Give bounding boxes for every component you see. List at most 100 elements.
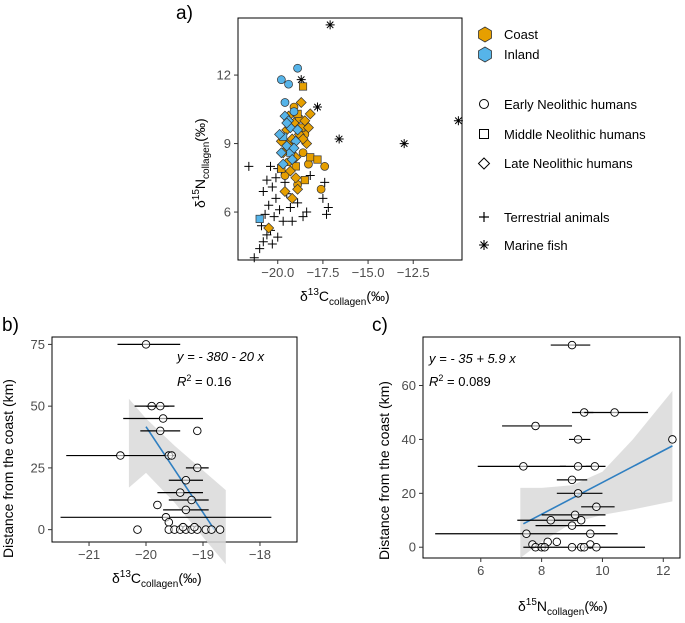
terrestrial-animals-point bbox=[287, 216, 297, 226]
legend-late-swatch bbox=[477, 157, 491, 170]
c-data-point bbox=[519, 462, 528, 471]
terrestrial-animals-point bbox=[262, 230, 272, 240]
coast-late-neolithic-humans-point bbox=[304, 108, 316, 120]
b-data-point bbox=[167, 451, 176, 460]
legend-early-neolithic: Early Neolithic humans bbox=[504, 97, 637, 112]
b-data-point bbox=[190, 522, 199, 532]
b-data-point bbox=[181, 505, 191, 515]
b-data-point bbox=[141, 340, 151, 349]
y-tick-label: 6 bbox=[224, 205, 231, 220]
panel-c-x-title: δ15Ncollagen(‰) bbox=[518, 597, 608, 618]
panel-c-y-title: Distance from the coast (km) bbox=[376, 381, 392, 560]
b-data-point bbox=[175, 488, 185, 497]
legend-middle-neolithic: Middle Neolithic humans bbox=[504, 127, 646, 142]
coast-late-neolithic-humans-point bbox=[279, 186, 291, 198]
terrestrial-animals-point bbox=[285, 202, 295, 212]
c-data-point bbox=[610, 408, 619, 417]
b-data-point bbox=[116, 451, 125, 460]
terrestrial-animals-point bbox=[273, 232, 283, 242]
panel-b-y-title: Distance from the coast (km) bbox=[0, 379, 16, 558]
terrestrial-animals-point bbox=[275, 205, 285, 215]
y-tick-label: 40 bbox=[402, 432, 416, 447]
legend-inland: Inland bbox=[504, 47, 539, 62]
coast-early-neolithic-humans-point bbox=[320, 162, 330, 171]
terrestrial-animals-point bbox=[271, 193, 281, 203]
x-tick-label: −19 bbox=[192, 547, 214, 562]
panel-a-label: a) bbox=[176, 3, 193, 24]
y-tick-label: 50 bbox=[31, 399, 45, 414]
marine-fish-point bbox=[312, 102, 322, 112]
c-data-point bbox=[579, 542, 589, 552]
marine-fish-point bbox=[399, 139, 409, 149]
inland-late-neolithic-humans-point bbox=[288, 142, 300, 154]
b-data-point bbox=[133, 525, 142, 534]
terrestrial-animals-point bbox=[305, 171, 315, 181]
panel-a-x-title: δ13Ccollagen(‰) bbox=[300, 287, 390, 308]
inland-late-neolithic-humans-point bbox=[286, 154, 298, 166]
inland-middle-neolithic-humans-point bbox=[255, 214, 264, 223]
inland-late-neolithic-humans-point bbox=[292, 124, 304, 136]
x-tick-label: 10 bbox=[595, 563, 609, 578]
panel-c-r2: R2 = 0.089 bbox=[429, 373, 491, 389]
c-data-point bbox=[567, 521, 577, 530]
y-tick-label: 20 bbox=[402, 486, 416, 501]
b-data-point bbox=[193, 463, 202, 473]
c-data-point bbox=[531, 421, 540, 431]
y-tick-label: 0 bbox=[38, 522, 45, 537]
c-data-point bbox=[570, 510, 580, 520]
inland-early-neolithic-humans-point bbox=[289, 107, 299, 116]
inland-late-neolithic-humans-point bbox=[275, 147, 287, 159]
y-tick-label: 75 bbox=[31, 337, 45, 352]
panel-a-legend: Coast Inland Early Neolithic humans Midd… bbox=[477, 26, 646, 253]
c-data-point bbox=[592, 542, 601, 552]
c-data-point bbox=[590, 462, 600, 471]
terrestrial-animals-point bbox=[249, 253, 259, 263]
inland-early-neolithic-humans-point bbox=[284, 79, 293, 89]
terrestrial-animals-point bbox=[318, 193, 328, 203]
b-trend-line bbox=[145, 426, 216, 531]
b-data-point bbox=[187, 495, 196, 505]
panel-b-ticks: −21 −20 −19 −18 0 25 50 75 bbox=[31, 337, 271, 562]
x-tick-label: −20 bbox=[135, 547, 157, 562]
legend-middle-swatch bbox=[479, 129, 489, 139]
b-data-point bbox=[153, 500, 162, 510]
terrestrial-animals-point bbox=[320, 177, 330, 187]
y-tick-label: 9 bbox=[224, 136, 231, 151]
c-data-point bbox=[573, 489, 583, 498]
legend-coast-swatch bbox=[478, 26, 492, 43]
coast-early-neolithic-humans-point bbox=[316, 184, 326, 194]
coast-middle-neolithic-humans-point bbox=[298, 82, 308, 91]
inland-late-neolithic-humans-point bbox=[281, 117, 293, 129]
legend-terrestrial-swatch bbox=[479, 212, 489, 222]
terrestrial-animals-point bbox=[323, 202, 333, 212]
c-data-point bbox=[668, 435, 677, 444]
terrestrial-animals-point bbox=[244, 161, 254, 171]
x-tick-label: −15.0 bbox=[352, 265, 385, 280]
legend-inland-swatch bbox=[478, 46, 492, 63]
c-trend-line bbox=[522, 445, 673, 525]
inland-early-neolithic-humans-point bbox=[277, 75, 286, 84]
terrestrial-animals-point bbox=[260, 209, 270, 219]
b-data-point bbox=[181, 476, 191, 485]
c-ci-band bbox=[520, 390, 673, 558]
c-data-point bbox=[573, 435, 583, 444]
terrestrial-animals-point bbox=[293, 198, 303, 208]
y-tick-label: 0 bbox=[409, 540, 416, 555]
c-data-point bbox=[567, 340, 577, 350]
x-tick-label: −18 bbox=[249, 547, 271, 562]
legend-early-swatch bbox=[479, 99, 489, 109]
terrestrial-animals-point bbox=[298, 212, 308, 222]
panel-a-y-title: δ15Ncollagen(‰) bbox=[191, 118, 212, 208]
marine-fish-point bbox=[453, 116, 463, 126]
terrestrial-animals-point bbox=[271, 173, 281, 183]
coast-late-neolithic-humans-point bbox=[286, 192, 298, 204]
panel-c-label: c) bbox=[372, 315, 388, 336]
coast-middle-neolithic-humans-point bbox=[313, 155, 322, 164]
marine-fish-point bbox=[325, 20, 335, 30]
panel-b-x-title: δ13Ccollagen(‰) bbox=[112, 569, 202, 590]
coast-middle-neolithic-humans-point bbox=[300, 176, 309, 185]
panel-c-confidence-band bbox=[520, 390, 673, 558]
coast-late-neolithic-humans-point bbox=[292, 183, 304, 195]
legend-marine-fish-swatch bbox=[479, 240, 489, 250]
